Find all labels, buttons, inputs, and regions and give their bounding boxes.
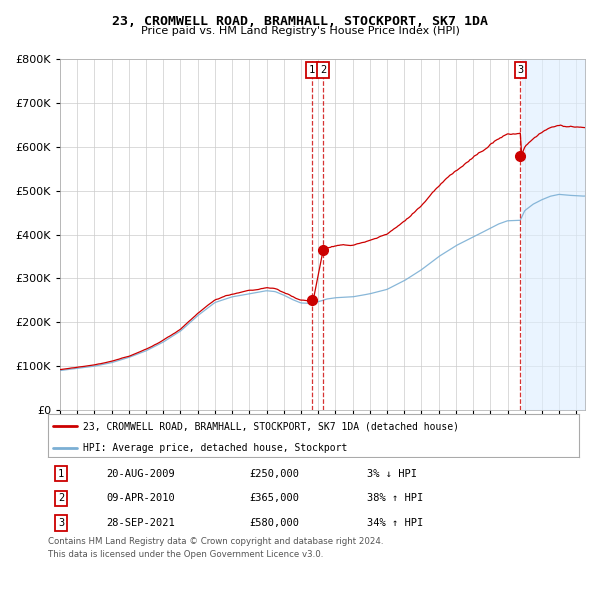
- Text: 23, CROMWELL ROAD, BRAMHALL, STOCKPORT, SK7 1DA (detached house): 23, CROMWELL ROAD, BRAMHALL, STOCKPORT, …: [83, 421, 458, 431]
- Text: 23, CROMWELL ROAD, BRAMHALL, STOCKPORT, SK7 1DA: 23, CROMWELL ROAD, BRAMHALL, STOCKPORT, …: [112, 15, 488, 28]
- Text: 2: 2: [58, 493, 64, 503]
- Text: Contains HM Land Registry data © Crown copyright and database right 2024.: Contains HM Land Registry data © Crown c…: [48, 537, 383, 546]
- Text: 28-SEP-2021: 28-SEP-2021: [106, 519, 175, 529]
- Text: 34% ↑ HPI: 34% ↑ HPI: [367, 519, 423, 529]
- Text: 38% ↑ HPI: 38% ↑ HPI: [367, 493, 423, 503]
- Text: £365,000: £365,000: [250, 493, 300, 503]
- Text: £250,000: £250,000: [250, 468, 300, 478]
- Text: 3: 3: [517, 65, 523, 75]
- Text: 1: 1: [58, 468, 64, 478]
- Text: 3: 3: [58, 519, 64, 529]
- Text: 1: 1: [309, 65, 315, 75]
- Text: Price paid vs. HM Land Registry's House Price Index (HPI): Price paid vs. HM Land Registry's House …: [140, 26, 460, 36]
- Text: 09-APR-2010: 09-APR-2010: [106, 493, 175, 503]
- Text: This data is licensed under the Open Government Licence v3.0.: This data is licensed under the Open Gov…: [48, 550, 323, 559]
- Text: £580,000: £580,000: [250, 519, 300, 529]
- Text: HPI: Average price, detached house, Stockport: HPI: Average price, detached house, Stoc…: [83, 442, 347, 453]
- Text: 2: 2: [320, 65, 326, 75]
- Text: 20-AUG-2009: 20-AUG-2009: [106, 468, 175, 478]
- Text: 3% ↓ HPI: 3% ↓ HPI: [367, 468, 416, 478]
